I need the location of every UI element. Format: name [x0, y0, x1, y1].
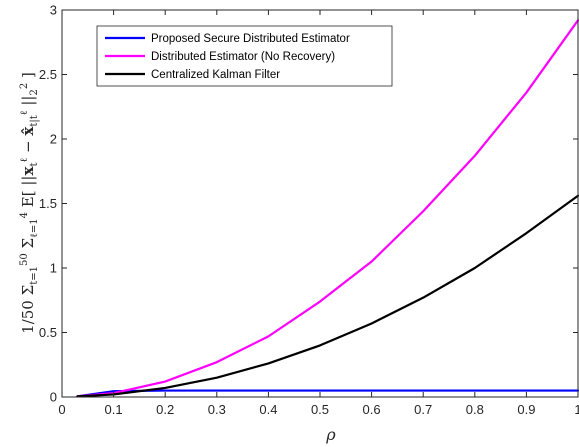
ylabel-fraction: 1/50: [19, 295, 37, 333]
series-layer: [76, 19, 579, 398]
tick-layer: 0 0.1 0.2 0.3 0.4 0.5 0.6 0.7 0.8 0.9 1 0 0.5 1 1.5 2 2.…: [39, 3, 579, 418]
x-tick-label: 0.5: [311, 402, 329, 417]
y-tick-label: 2.5: [39, 67, 57, 82]
legend-box: [96, 25, 393, 87]
x-axis-title: ρ: [325, 425, 336, 444]
x-tick-label: 0.8: [466, 402, 484, 417]
legend-label-1: Proposed Secure Distributed Estimator: [151, 33, 350, 45]
y-tick-label: 1: [50, 261, 57, 276]
ylabel-sum-t: Σ: [19, 285, 37, 296]
y-tick-label: 0.5: [39, 325, 57, 340]
x-tick-label: 0.7: [414, 402, 432, 417]
svg-text:1/50 Σt=150 Σℓ=1: 1/50 Σt=150 Σℓ=14 E[ ||xtℓ − x̂t|tℓ ||22…: [13, 72, 40, 334]
y-axis-title: 1/50 Σt=150 Σℓ=14 E[ ||xtℓ − x̂t|tℓ ||22…: [13, 72, 40, 334]
ylabel-expectation: E[ ||: [19, 176, 37, 208]
y-tick-label: 2: [50, 132, 57, 147]
legend-label-2: Distributed Estimator (No Recovery): [151, 51, 335, 63]
x-tick-label: 0: [58, 402, 65, 417]
series-line-2: [76, 19, 579, 398]
x-tick-label: 0.2: [156, 402, 174, 417]
x-tick-label: 0.3: [208, 402, 226, 417]
x-tick-label: 0.6: [363, 402, 381, 417]
legend: Proposed Secure Distributed Estimator Dis…: [96, 25, 393, 87]
series-line-3: [76, 194, 579, 398]
x-tick-label: 0.4: [259, 402, 277, 417]
y-tick-label: 1.5: [39, 196, 57, 211]
x-tick-label: 1: [574, 402, 579, 417]
x-tick-label: 0.1: [105, 402, 123, 417]
ylabel-sum-l: Σ: [19, 238, 37, 249]
y-tick-label: 0: [50, 390, 57, 405]
y-tick-label: 3: [50, 3, 57, 18]
legend-label-3: Centralized Kalman Filter: [151, 69, 280, 81]
x-tick-label: 0.9: [517, 402, 535, 417]
